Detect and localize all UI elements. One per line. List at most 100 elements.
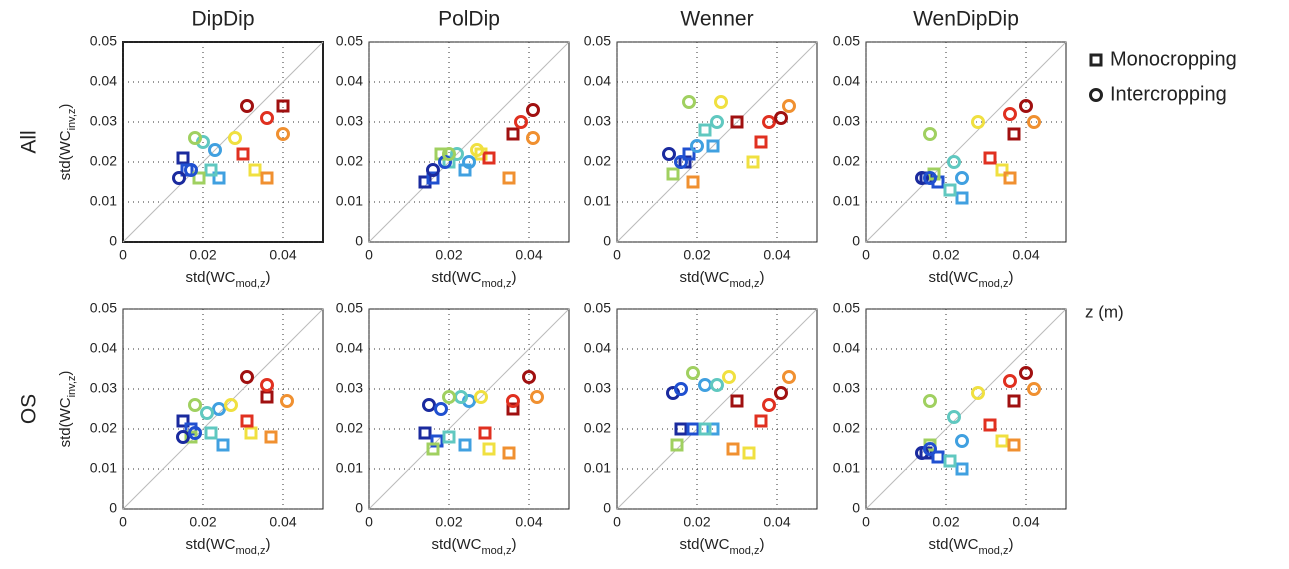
panel: 0 0.01 0.02 0.03 0.04 0.05 0 0.02 0.04 (90, 33, 324, 263)
square-point (746, 155, 760, 169)
square-point (931, 450, 945, 464)
x-tick-label: 0 (119, 514, 127, 530)
y-tick-label: 0.04 (90, 73, 117, 89)
y-tick-label: 0 (852, 500, 860, 516)
circle-point (176, 430, 190, 444)
label-part: std(WC (57, 130, 74, 180)
square-point (698, 422, 712, 436)
square-point (706, 139, 720, 153)
y-tick-label: 0.03 (336, 113, 363, 129)
panel-title: PolDip (438, 8, 500, 31)
panel: 0 0.01 0.02 0.03 0.04 0.05 0 0.02 0.04 (336, 33, 570, 263)
circle-point (1089, 88, 1103, 102)
y-tick-label: 0.05 (833, 300, 860, 316)
y-tick-label: 0.02 (584, 153, 611, 169)
circle-point (426, 163, 440, 177)
label-part: mod,z (730, 278, 760, 290)
square-point (686, 175, 700, 189)
circle-point (1003, 107, 1017, 121)
circle-point (1027, 115, 1041, 129)
y-tick-label: 0.01 (833, 193, 860, 209)
x-axis-label: std(WCmod,z) (680, 269, 765, 290)
circle-point (923, 394, 937, 408)
y-tick-label: 0.04 (336, 340, 363, 356)
y-tick-label: 0.03 (90, 380, 117, 396)
circle-point (172, 171, 186, 185)
square-point (442, 430, 456, 444)
label-part: ) (265, 269, 270, 286)
y-tick-label: 0 (603, 233, 611, 249)
square-point (478, 426, 492, 440)
square-point (730, 394, 744, 408)
x-tick-label: 0.02 (932, 514, 959, 530)
x-tick-label: 0.04 (1012, 514, 1039, 530)
circle-point (923, 442, 937, 456)
circle-point (224, 398, 238, 412)
x-axis-label: std(WCmod,z) (186, 536, 271, 557)
square-point (995, 434, 1009, 448)
square-point (506, 127, 520, 141)
circle-point (971, 386, 985, 400)
circle-point (710, 115, 724, 129)
x-tick-label: 0 (613, 514, 621, 530)
label-part: ) (511, 536, 516, 553)
y-tick-label: 0 (109, 500, 117, 516)
circle-point (774, 386, 788, 400)
circle-point (923, 127, 937, 141)
circle-point (762, 115, 776, 129)
circle-point (188, 426, 202, 440)
y-tick-label: 0.03 (336, 380, 363, 396)
y-tick-label: 0.05 (336, 33, 363, 49)
circle-point (714, 95, 728, 109)
label-part: std(WC (432, 536, 482, 553)
x-tick-label: 0.02 (435, 247, 462, 263)
y-tick-label: 0 (603, 500, 611, 516)
label-part: ) (1008, 269, 1013, 286)
square-point (482, 151, 496, 165)
square-point (240, 414, 254, 428)
y-axis-label: std(WCinv,z) (57, 371, 78, 448)
panel: 0 0.01 0.02 0.03 0.04 0.05 0 0.02 0.04 (833, 300, 1067, 530)
circle-point (280, 394, 294, 408)
square-point (706, 422, 720, 436)
panel: 0 0.01 0.02 0.03 0.04 0.05 0 0.02 0.04 (833, 33, 1067, 263)
circle-point (442, 390, 456, 404)
circle-point (1003, 374, 1017, 388)
circle-point (955, 434, 969, 448)
y-tick-label: 0.01 (336, 193, 363, 209)
circle-point (915, 171, 929, 185)
y-tick-label: 0.04 (833, 340, 860, 356)
x-tick-label: 0 (862, 514, 870, 530)
square-point (674, 422, 688, 436)
y-tick-label: 0.01 (90, 193, 117, 209)
y-tick-label: 0.02 (90, 420, 117, 436)
x-tick-label: 0 (119, 247, 127, 263)
label-part: std(WC (186, 269, 236, 286)
label-part: ) (759, 269, 764, 286)
one-to-one-line (616, 308, 818, 510)
y-tick-label: 0.03 (833, 113, 860, 129)
square-point (698, 123, 712, 137)
circle-point (686, 366, 700, 380)
square-point (943, 183, 957, 197)
label-part: std(WC (186, 536, 236, 553)
circle-point (522, 370, 536, 384)
legend-label: Intercropping (1110, 83, 1227, 105)
y-tick-label: 0.05 (833, 33, 860, 49)
circle-point (474, 390, 488, 404)
square-point (204, 426, 218, 440)
label-part: ) (1008, 536, 1013, 553)
colorbar-label: z (m) (1085, 302, 1124, 321)
square-point (204, 163, 218, 177)
y-tick-label: 0 (355, 233, 363, 249)
circle-point (1019, 366, 1033, 380)
one-to-one-line (122, 41, 324, 243)
y-tick-label: 0.05 (90, 33, 117, 49)
circle-point (260, 111, 274, 125)
circle-point (188, 398, 202, 412)
label-part: mod,z (236, 278, 266, 290)
square-point (666, 167, 680, 181)
y-tick-label: 0.03 (833, 380, 860, 396)
square-point (502, 446, 516, 460)
